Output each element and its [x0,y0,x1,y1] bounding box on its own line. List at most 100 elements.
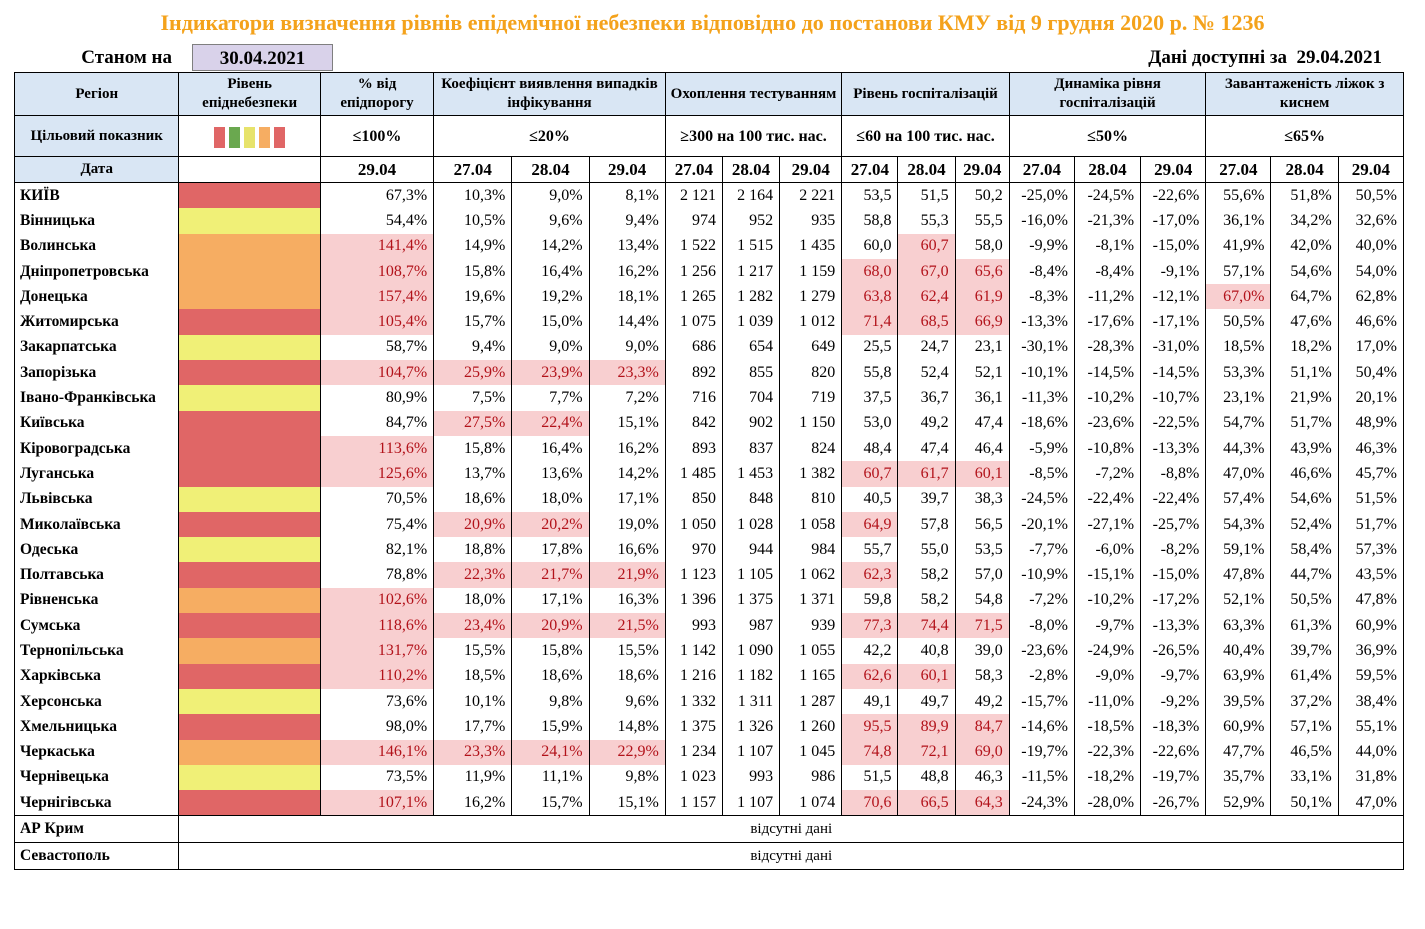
testing-cell: 1 311 [721,688,781,715]
dyn-cell: -17,2% [1140,587,1207,614]
testing-cell: 986 [779,764,843,791]
header-row: Регіон Рівень епіднебезпеки % від епідпо… [13,72,1404,116]
hosp-cell: 46,4 [954,435,1010,462]
pct-cell: 108,7% [319,258,435,285]
hosp-cell: 36,1 [954,385,1010,411]
oxygen-cell: 50,1% [1270,790,1339,816]
oxygen-cell: 54,7% [1205,410,1272,436]
hosp-cell: 53,0 [841,410,899,436]
region-name: Чернівецька [13,764,180,791]
oxygen-cell: 54,0% [1337,258,1405,285]
detect-cell: 18,6% [433,486,513,512]
oxygen-cell: 46,3% [1337,435,1405,462]
detect-cell: 21,7% [511,562,590,588]
detect-cell: 15,9% [511,714,590,740]
testing-cell: 892 [664,360,723,386]
region-name: Київська [13,410,180,436]
testing-cell: 1 055 [779,638,843,664]
target-oxygen: ≤65% [1205,115,1404,157]
detect-cell: 9,8% [588,764,666,791]
no-data-text: відсутні дані [178,842,1404,871]
hosp-cell: 60,0 [841,233,899,259]
oxygen-cell: 51,8% [1270,182,1339,209]
dyn-cell: -8,3% [1008,284,1075,310]
dyn-cell: -11,5% [1008,764,1075,791]
dyn-cell: -16,0% [1008,208,1075,234]
detect-cell: 21,5% [588,613,666,639]
oxygen-cell: 57,1% [1205,258,1272,285]
testing-cell: 1 279 [779,284,843,310]
detect-cell: 18,1% [588,284,666,310]
testing-cell: 1 260 [779,714,843,740]
indicators-table: Регіон Рівень епіднебезпеки % від епідпо… [13,72,1405,871]
dyn-cell: -30,1% [1008,334,1075,361]
level-cell [178,284,321,310]
oxygen-cell: 62,8% [1337,284,1405,310]
dyn-cell: -7,2% [1073,461,1142,487]
testing-cell: 824 [779,435,843,462]
testing-cell: 1 485 [664,461,723,487]
hosp-cell: 36,7 [897,385,956,411]
hosp-cell: 46,3 [954,764,1010,791]
detect-cell: 9,0% [511,182,590,209]
date-label: Дата [13,156,180,183]
dyn-cell: -11,0% [1073,688,1142,715]
detect-cell: 15,7% [433,309,513,335]
testing-cell: 1 028 [721,511,781,538]
testing-cell: 1 075 [664,309,723,335]
testing-cell: 1 123 [664,562,723,588]
detect-cell: 13,4% [588,233,666,259]
dyn-cell: -22,5% [1140,410,1207,436]
hosp-cell: 37,5 [841,385,899,411]
oxygen-cell: 47,7% [1205,739,1272,765]
data-available-date: 29.04.2021 [1296,47,1383,68]
level-cell [178,182,321,209]
testing-cell: 987 [721,613,781,639]
detect-cell: 15,1% [588,790,666,816]
dyn-cell: -19,7% [1008,739,1075,765]
date-header-dyn: 27.04 [1008,156,1075,183]
detect-cell: 8,1% [588,182,666,209]
hosp-cell: 55,3 [897,208,956,234]
detect-cell: 23,9% [511,360,590,386]
oxygen-cell: 35,7% [1205,764,1272,791]
detect-cell: 16,4% [511,258,590,285]
oxygen-cell: 43,9% [1270,435,1339,462]
testing-cell: 2 121 [664,182,723,209]
hosp-cell: 62,4 [897,284,956,310]
dyn-cell: -18,5% [1073,714,1142,740]
table-row: Одеська 82,1% 18,8% 17,8% 16,6% 970 944 984 55,7… [13,537,1405,563]
dyn-cell: -19,7% [1140,764,1207,791]
dyn-cell: -10,7% [1140,385,1207,411]
pct-cell: 131,7% [319,638,435,664]
detect-cell: 25,9% [433,360,513,386]
dyn-cell: -9,0% [1073,663,1142,689]
testing-cell: 1 105 [721,562,781,588]
dyn-cell: -11,2% [1073,284,1142,310]
detect-cell: 18,5% [433,663,513,689]
testing-cell: 993 [721,764,781,791]
oxygen-cell: 53,3% [1205,360,1272,386]
pct-cell: 146,1% [319,739,435,765]
region-name: Херсонська [13,688,180,715]
dyn-cell: -10,9% [1008,562,1075,588]
region-name: Одеська [13,537,180,563]
detect-cell: 18,0% [511,486,590,512]
hosp-cell: 62,6 [841,663,899,689]
dyn-cell: -23,6% [1008,638,1075,664]
testing-cell: 1 150 [779,410,843,436]
legend-swatch [274,126,286,148]
pct-cell: 125,6% [319,461,435,487]
region-name: Харківська [13,663,180,689]
no-data-text: відсутні дані [178,815,1404,843]
testing-cell: 984 [779,537,843,563]
dyn-cell: -15,7% [1008,688,1075,715]
testing-cell: 1 396 [664,587,723,614]
dyn-cell: -24,3% [1008,790,1075,816]
detect-cell: 21,9% [588,562,666,588]
oxygen-cell: 45,7% [1337,461,1405,487]
detect-cell: 13,7% [433,461,513,487]
oxygen-cell: 33,1% [1270,764,1339,791]
date-header-hosp: 29.04 [954,156,1010,183]
detect-cell: 15,5% [588,638,666,664]
